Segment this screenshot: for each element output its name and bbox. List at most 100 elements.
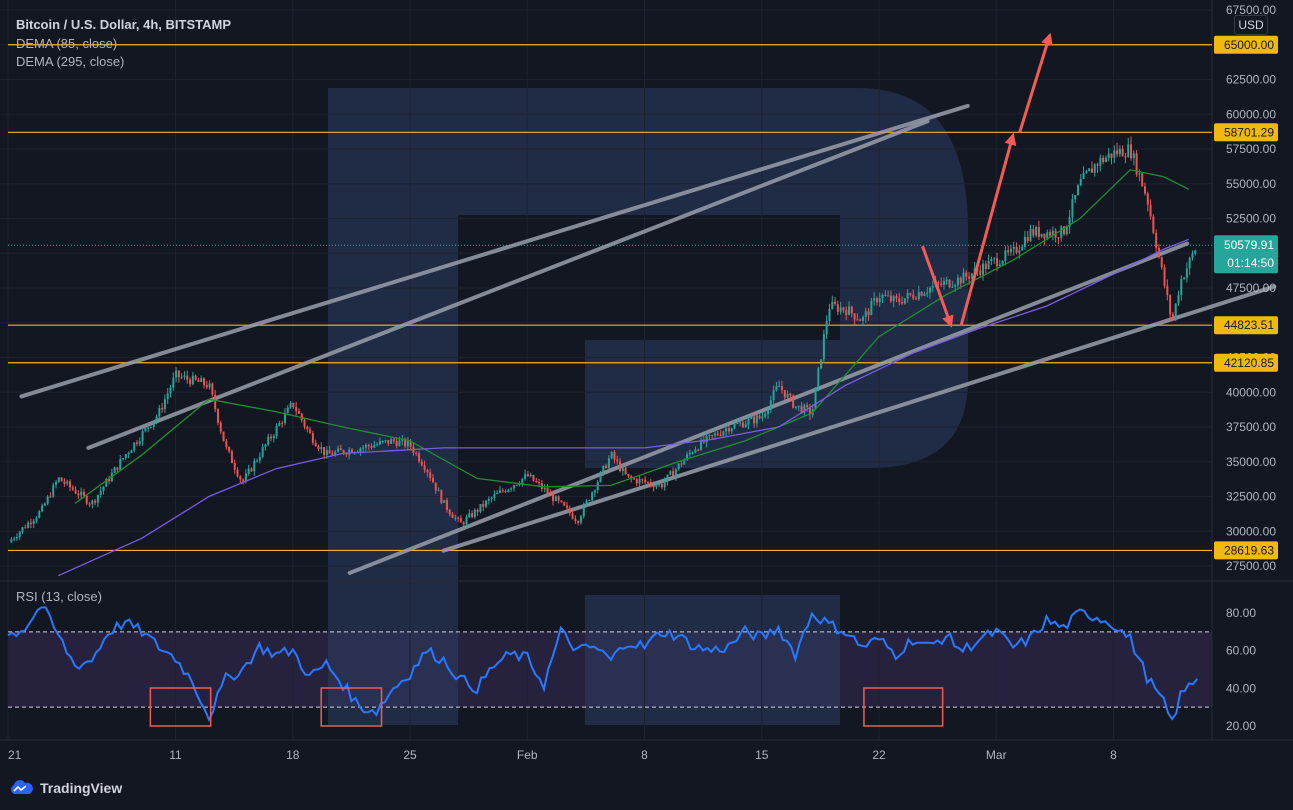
price-level-tag[interactable]: [1214, 353, 1278, 372]
candle-body: [781, 386, 784, 391]
candle-body: [856, 319, 859, 321]
candle-body: [1082, 172, 1085, 180]
candle-body: [1141, 173, 1144, 187]
candle-body: [1037, 227, 1040, 237]
dema-85-legend[interactable]: DEMA (85, close): [16, 36, 118, 51]
candle-body: [41, 505, 44, 512]
candle-body: [1152, 216, 1155, 233]
candle-body: [292, 402, 295, 408]
candle-body: [431, 478, 434, 483]
candle-body: [649, 482, 652, 485]
candle-body: [982, 263, 985, 275]
candle-body: [348, 449, 351, 455]
dema-295-line[interactable]: [58, 238, 1190, 577]
candle-body: [1118, 148, 1121, 155]
candle-body: [761, 416, 764, 419]
candle-body: [515, 484, 518, 486]
candle-body: [141, 431, 144, 442]
tradingview-logo[interactable]: TradingView: [8, 780, 122, 796]
price-tick-label: 62500.00: [1226, 73, 1276, 87]
candle-body: [968, 276, 971, 279]
candle-body: [591, 492, 594, 501]
candle-body: [1074, 195, 1077, 200]
candle-body: [906, 293, 909, 299]
trend-line[interactable]: [86, 119, 930, 450]
oversold-highlight-box[interactable]: [320, 687, 383, 727]
candle-body: [138, 441, 141, 444]
candle-body: [898, 298, 901, 302]
candle-body: [278, 422, 281, 426]
candle-body: [850, 306, 853, 314]
oversold-highlight-box[interactable]: [863, 687, 944, 727]
candle-body: [272, 435, 275, 439]
projection-arrow[interactable]: [921, 245, 954, 328]
currency-button[interactable]: USD: [1234, 15, 1268, 35]
candle-body: [479, 503, 482, 512]
candle-body: [504, 491, 507, 493]
rsi-tick-label: 20.00: [1226, 719, 1256, 733]
candle-body: [783, 390, 786, 398]
current-price-tag[interactable]: [1214, 235, 1278, 274]
candle-body: [1135, 153, 1138, 175]
candle-body: [10, 539, 13, 543]
candle-body: [1160, 257, 1163, 268]
time-tick-label: 22: [872, 748, 886, 762]
price-level-tag[interactable]: [1214, 123, 1278, 142]
candle-body: [998, 264, 1001, 266]
price-level-tag[interactable]: [1214, 316, 1278, 335]
candle-body: [1085, 171, 1088, 173]
tradingview-cloud-icon: [11, 780, 33, 794]
candle-body: [845, 310, 848, 315]
dema-295-legend[interactable]: DEMA (295, close): [16, 54, 125, 69]
candle-body: [942, 281, 945, 285]
rsi-line[interactable]: [7, 606, 1199, 723]
time-tick-label: 21: [8, 748, 22, 762]
rsi-legend[interactable]: RSI (13, close): [16, 589, 102, 604]
candle-body: [1107, 153, 1110, 158]
candle-body: [325, 450, 328, 456]
candle-body: [630, 476, 633, 479]
candle-body: [459, 518, 462, 523]
candle-body: [300, 413, 303, 421]
candle-body: [610, 452, 613, 459]
trend-line[interactable]: [441, 284, 1277, 553]
candle-body: [197, 379, 200, 382]
candle-body: [1051, 230, 1054, 236]
candle-body: [52, 484, 55, 497]
price-level-tag-label: 28619.63: [1224, 543, 1274, 557]
price-level-tag[interactable]: [1214, 35, 1278, 54]
candle-body: [616, 459, 619, 462]
candle-body: [297, 411, 300, 414]
candle-body: [1029, 228, 1032, 242]
candle-body: [270, 436, 273, 439]
candle-body: [1132, 153, 1135, 159]
trend-line[interactable]: [347, 241, 1190, 575]
candle-body: [887, 295, 890, 297]
trend-line[interactable]: [19, 103, 970, 399]
candle-body: [593, 490, 596, 493]
projection-arrow[interactable]: [1018, 32, 1053, 133]
price-level-tag[interactable]: [1214, 541, 1278, 560]
dema-85-line[interactable]: [74, 169, 1190, 504]
projection-arrow[interactable]: [959, 132, 1017, 326]
candle-body: [203, 378, 206, 385]
candle-body: [448, 509, 451, 515]
candle-body: [200, 378, 203, 382]
candle-body: [230, 451, 233, 464]
candle-body: [945, 279, 948, 282]
candle-body: [820, 359, 823, 369]
brand-label: TradingView: [40, 780, 123, 796]
candle-body: [1130, 144, 1133, 159]
time-tick-label: 8: [641, 748, 648, 762]
candle-body: [507, 489, 510, 493]
candle-body: [211, 383, 214, 395]
candle-body: [1079, 179, 1082, 186]
candle-body: [219, 422, 222, 432]
oversold-highlight-box[interactable]: [149, 687, 212, 727]
candle-body: [32, 520, 35, 524]
candle-body: [334, 451, 337, 456]
candle-body: [362, 447, 365, 449]
candle-body: [342, 450, 345, 454]
candle-body: [1104, 157, 1107, 162]
